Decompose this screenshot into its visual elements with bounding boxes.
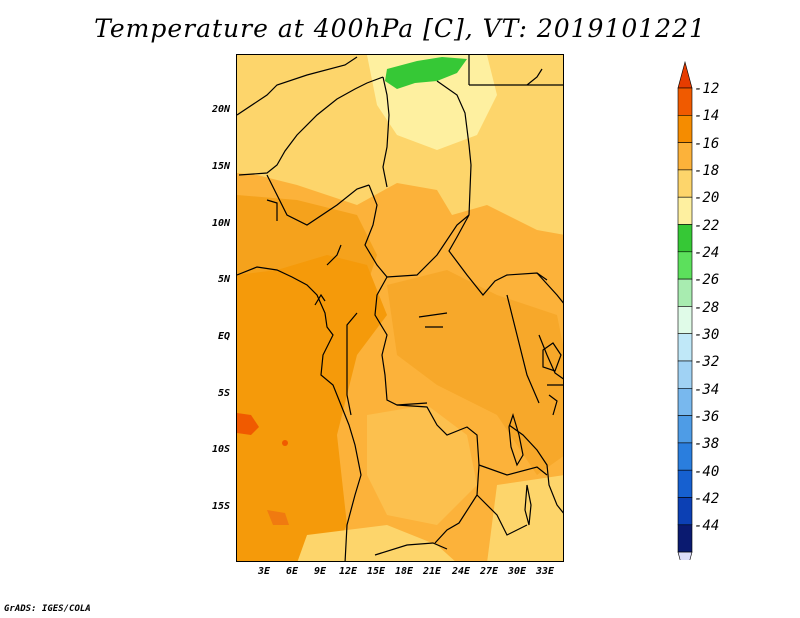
colorbar-label-15: -42 [694,491,720,507]
colorbar-swatch-16 [677,524,693,553]
lon-label-15e: 15E [366,566,386,577]
lat-label-5s: 5S [217,388,230,399]
colorbar-swatch-8 [677,306,693,334]
colorbar [677,60,693,560]
colorbar-label-11: -34 [694,382,720,398]
field-patch-12b [282,440,288,446]
chart-title: Temperature at 400hPa [C], VT: 201910122… [94,14,706,43]
colorbar-label-14: -40 [694,464,720,480]
colorbar-swatch-10 [677,360,693,389]
lon-label-9e: 9E [313,566,327,577]
lon-label-30e: 30E [507,566,527,577]
lon-label-33e: 33E [535,566,555,577]
colorbar-label-6: -24 [694,245,720,261]
colorbar-label-9: -30 [694,327,720,343]
lat-label-5n: 5N [217,274,230,285]
map-canvas [237,55,563,561]
field-band-16b [387,270,563,475]
colorbar-label-8: -28 [694,300,720,316]
colorbar-top-arrow [677,60,693,89]
colorbar-swatch-15 [677,497,693,526]
colorbar-swatch-13 [677,442,693,471]
colorbar-swatch-2 [677,142,693,171]
lat-label-20n: 20N [211,104,230,115]
grads-credit: GrADS: IGES/COLA [4,604,91,614]
colorbar-label-2: -16 [694,136,720,152]
borders [237,55,563,561]
colorbar-bottom-arrow [677,551,693,560]
lon-label-18e: 18E [394,566,414,577]
field-patch-light-a [367,405,477,525]
lon-label-6e: 6E [285,566,299,577]
lon-label-24e: 24E [451,566,471,577]
lat-label-15s: 15S [211,501,230,512]
lat-label-15n: 15N [211,161,230,172]
colorbar-swatch-5 [677,224,693,253]
colorbar-label-12: -36 [694,409,720,425]
colorbar-label-3: -18 [694,163,720,179]
colorbar-swatch-4 [677,196,693,225]
field-patch-12c [267,510,289,525]
lat-label-eq: EQ [217,331,230,342]
field-patch-24 [385,57,467,89]
lon-label-27e: 27E [479,566,499,577]
colorbar-swatch-12 [677,415,693,444]
colorbar-swatch-11 [677,387,693,416]
colorbar-label-0: -12 [694,81,720,97]
colorbar-label-4: -20 [694,190,720,206]
lon-label-3e: 3E [257,566,271,577]
colorbar-label-13: -38 [694,436,720,452]
colorbar-label-16: -44 [694,518,720,534]
colorbar-swatch-1 [677,114,693,143]
colorbar-label-7: -26 [694,272,720,288]
colorbar-swatch-0 [677,87,693,116]
colorbar-label-5: -22 [694,218,720,234]
colorbar-label-1: -14 [694,108,720,124]
colorbar-label-10: -32 [694,354,720,370]
lat-label-10s: 10S [211,444,230,455]
field-patch-12a [237,413,259,435]
colorbar-swatch-3 [677,169,693,198]
colorbar-swatch-14 [677,469,693,498]
lakes [314,293,562,526]
field-band-14 [237,255,387,561]
temperature-map [236,54,564,562]
field-patch-light-c [297,525,455,561]
colorbar-swatch-7 [677,278,693,307]
lon-label-21e: 21E [422,566,442,577]
colorbar-swatch-6 [677,251,693,280]
field-patch-light-b [487,475,563,561]
lat-label-10n: 10N [211,218,230,229]
lon-label-12e: 12E [338,566,358,577]
colorbar-swatch-9 [677,333,693,362]
